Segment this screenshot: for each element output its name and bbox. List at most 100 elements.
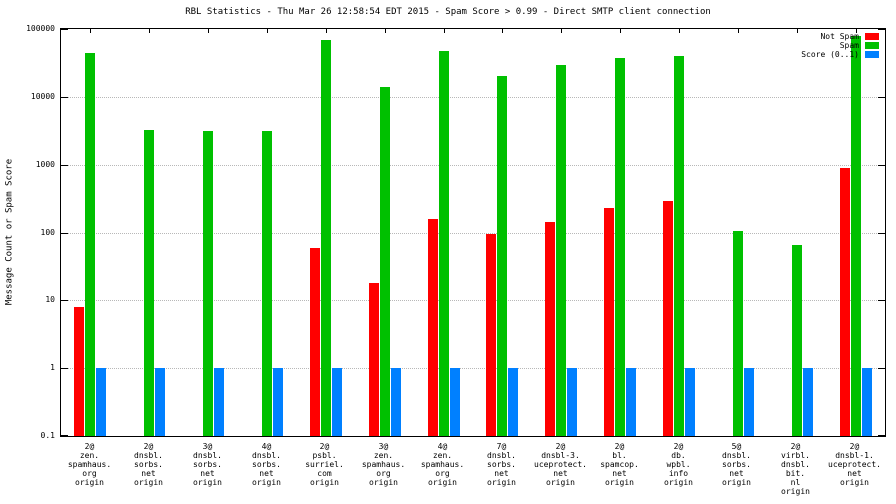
x-category-label-line: 3@	[202, 442, 213, 451]
y-tick-label: 10000	[30, 92, 55, 101]
bar-score-0-1-4	[332, 368, 342, 436]
bar-spam-3	[262, 131, 272, 436]
y-tick-label: 10	[45, 295, 55, 304]
bar-spam-11	[733, 231, 743, 436]
x-category-label-line: origin	[605, 478, 634, 487]
x-category-label-line: origin	[487, 478, 516, 487]
x-category-label-line: 2@	[849, 442, 860, 451]
plot-area: Not Spam Spam Score (0..1)	[60, 28, 886, 437]
x-category-label-line: origin	[664, 478, 693, 487]
x-category-label-line: 7@	[496, 442, 507, 451]
bar-not-spam-6	[428, 219, 438, 436]
x-category-label-line: origin	[781, 487, 810, 496]
x-category-label-line: origin	[369, 478, 398, 487]
x-tick-mark	[267, 29, 268, 33]
x-category-label-line: bit.	[785, 469, 806, 478]
x-category-label: 2@ virbl. dnsbl. bit. nl origin	[766, 442, 825, 496]
gridline	[61, 300, 885, 301]
x-category-label: 4@ dnsbl. sorbs. net origin	[237, 442, 296, 487]
x-category-label-line: info	[668, 469, 689, 478]
x-category-label-line: 4@	[261, 442, 272, 451]
bar-not-spam-5	[369, 283, 379, 436]
x-tick-mark	[90, 29, 91, 33]
x-category-label-line: sorbs.	[487, 460, 516, 469]
x-category-label-line: sorbs.	[134, 460, 163, 469]
x-category-label: 2@ dnsbl. sorbs. net origin	[119, 442, 178, 487]
x-category-label: 2@ dnsbl-1. uceprotect. net origin	[825, 442, 884, 487]
x-category-label-line: dnsbl.	[722, 451, 751, 460]
bar-score-0-1-9	[626, 368, 636, 436]
bar-score-0-1-5	[391, 368, 401, 436]
x-category-label-line: zen.	[432, 451, 453, 460]
bar-score-0-1-0	[96, 368, 106, 436]
x-category-label-line: net	[729, 469, 744, 478]
gridline	[61, 233, 885, 234]
chart-title: RBL Statistics - Thu Mar 26 12:58:54 EDT…	[185, 7, 711, 17]
x-tick-mark	[149, 29, 150, 33]
x-category-label-line: sorbs.	[252, 460, 281, 469]
x-category-label-line: uceprotect.	[828, 460, 881, 469]
y-tick-mark	[878, 97, 885, 98]
gridline	[61, 97, 885, 98]
x-category-label-line: 2@	[319, 442, 330, 451]
x-category-label-line: zen.	[373, 451, 394, 460]
x-category-label-line: 2@	[673, 442, 684, 451]
x-category-label-line: wpbl.	[666, 460, 691, 469]
bar-score-0-1-2	[214, 368, 224, 436]
x-tick-mark	[502, 29, 503, 33]
x-category-label-line: net	[200, 469, 215, 478]
bar-spam-12	[792, 245, 802, 436]
x-category-label-line: 3@	[378, 442, 389, 451]
x-category-label: 2@ psbl. surriel. com origin	[295, 442, 354, 487]
x-tick-mark	[444, 29, 445, 33]
x-tick-mark	[385, 29, 386, 33]
x-category-label-line: bl.	[612, 451, 627, 460]
bar-spam-5	[380, 87, 390, 436]
x-category-label-line: psbl.	[312, 451, 337, 460]
bar-spam-9	[615, 58, 625, 436]
bar-score-0-1-8	[567, 368, 577, 436]
x-category-label-line: spamhaus.	[361, 460, 406, 469]
legend-swatch	[865, 51, 879, 58]
bar-score-0-1-1	[155, 368, 165, 436]
x-category-label-line: dnsbl.	[134, 451, 163, 460]
bar-score-0-1-13	[862, 368, 872, 436]
y-tick-mark	[61, 233, 68, 234]
bar-score-0-1-11	[744, 368, 754, 436]
x-category-label-line: 2@	[790, 442, 801, 451]
x-tick-mark	[797, 29, 798, 33]
x-category-label-line: origin	[428, 478, 457, 487]
bar-not-spam-0	[74, 307, 84, 436]
y-tick-mark	[61, 165, 68, 166]
y-tick-mark	[878, 165, 885, 166]
gridline	[61, 368, 885, 369]
x-category-label-line: org	[82, 469, 97, 478]
bar-spam-0	[85, 53, 95, 436]
y-tick-label: 100	[40, 228, 55, 237]
y-tick-mark	[61, 29, 68, 30]
legend-entry: Not Spam	[801, 32, 879, 41]
x-category-label-line: spamhaus.	[67, 460, 112, 469]
x-category-label-line: nl	[790, 478, 801, 487]
x-category-label-line: 2@	[143, 442, 154, 451]
y-tick-mark	[61, 300, 68, 301]
x-category-label-line: 4@	[437, 442, 448, 451]
x-category-label-line: dnsbl.	[781, 460, 810, 469]
x-category-label-line: dnsbl.	[252, 451, 281, 460]
x-tick-mark	[620, 29, 621, 33]
legend-label: Not Spam	[820, 32, 859, 41]
x-tick-mark	[856, 29, 857, 33]
x-category-label-line: origin	[310, 478, 339, 487]
y-tick-label: 100000	[26, 24, 55, 33]
bar-score-0-1-12	[803, 368, 813, 436]
x-category-label-line: com	[317, 469, 332, 478]
x-category-label-line: origin	[722, 478, 751, 487]
y-tick-mark	[878, 29, 885, 30]
y-tick-mark	[61, 435, 68, 436]
bar-not-spam-9	[604, 208, 614, 436]
legend-label: Spam	[839, 41, 859, 50]
y-tick-mark	[61, 97, 68, 98]
bar-score-0-1-6	[450, 368, 460, 436]
bar-score-0-1-7	[508, 368, 518, 436]
